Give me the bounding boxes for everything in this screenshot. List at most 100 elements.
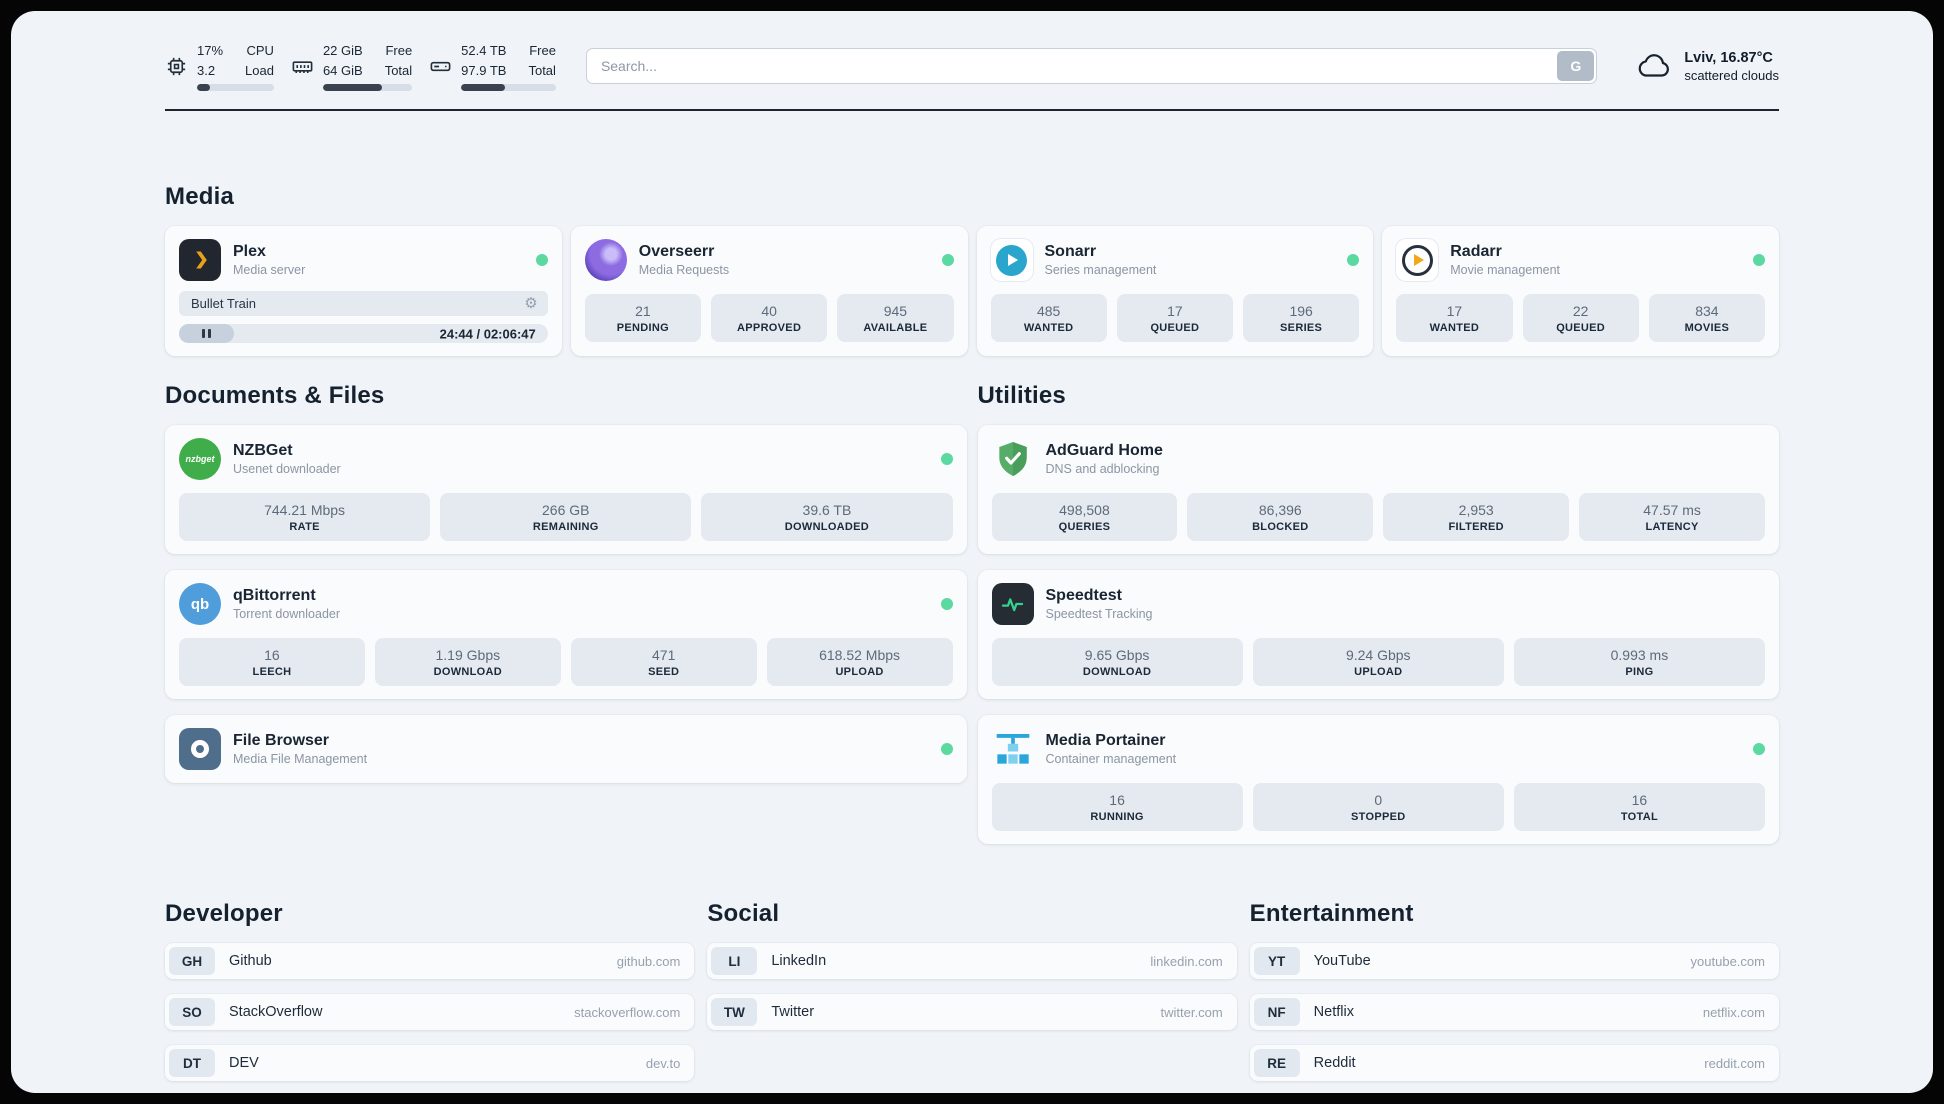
stat-value: 945 xyxy=(883,303,908,319)
speedtest-card[interactable]: Speedtest Speedtest Tracking 9.65 Gbps D… xyxy=(977,570,1779,699)
link-url: stackoverflow.com xyxy=(574,1004,681,1020)
link-name: LinkedIn xyxy=(771,953,827,969)
settings-gear-icon[interactable]: ⚙ xyxy=(524,295,538,312)
hard-drive-icon xyxy=(429,55,452,78)
stat-value: 17 xyxy=(1446,303,1463,319)
stat-available: 945 AVAILABLE xyxy=(837,294,954,342)
app-subtitle: Media Requests xyxy=(638,263,730,277)
section-entertainment: Entertainment YT YouTube youtube.com NF … xyxy=(1249,900,1779,1093)
app-subtitle: Media server xyxy=(233,263,306,277)
filebrowser-icon xyxy=(179,728,221,770)
search-input[interactable] xyxy=(585,48,1598,84)
disk-total-value: 97.9 TB xyxy=(461,62,507,78)
link-row-github[interactable]: GH Github github.com xyxy=(165,943,695,979)
cloud-icon xyxy=(1635,51,1673,81)
stat-blocked: 86,396 BLOCKED xyxy=(1187,493,1374,541)
status-online-dot xyxy=(940,453,953,465)
section-title-developer: Developer xyxy=(165,900,283,927)
stat-label: TOTAL xyxy=(1620,811,1658,823)
stat-upload: 9.24 Gbps UPLOAD xyxy=(1252,638,1504,686)
ram-free-value: 22 GiB xyxy=(322,43,363,58)
playback-progress[interactable]: 24:44 / 02:06:47 xyxy=(179,324,548,343)
sonarr-card[interactable]: Sonarr Series management 485 WANTED 17 Q… xyxy=(976,226,1374,356)
stat-value: 196 xyxy=(1289,303,1313,319)
stat-value: 471 xyxy=(652,647,676,663)
stat-label: SERIES xyxy=(1280,322,1323,334)
app-name: AdGuard Home xyxy=(1045,442,1163,459)
stat-label: DOWNLOADED xyxy=(784,521,870,533)
stat-label: LEECH xyxy=(252,666,292,678)
status-online-dot xyxy=(1347,254,1360,266)
section-title-documents: Documents & Files xyxy=(165,382,385,409)
link-row-linkedin[interactable]: LI LinkedIn linkedin.com xyxy=(707,943,1237,979)
stat-label: UPLOAD xyxy=(835,666,884,678)
disk-free-label: Free xyxy=(529,43,556,58)
stat-ping: 0.993 ms PING xyxy=(1513,638,1766,686)
link-row-reddit[interactable]: RE Reddit reddit.com xyxy=(1249,1045,1779,1081)
stat-label: UPLOAD xyxy=(1354,666,1403,678)
stat-label: PENDING xyxy=(616,322,669,334)
cpu-load-label: Load xyxy=(245,62,274,78)
search-bar: G xyxy=(585,48,1598,84)
section-social: Social LI LinkedIn linkedin.com TW Twitt… xyxy=(707,900,1237,1045)
stat-value: 0 xyxy=(1374,792,1383,808)
ram-widget: 22 GiB Free 64 GiB Total xyxy=(291,41,413,91)
radarr-card[interactable]: Radarr Movie management 17 WANTED 22 QUE… xyxy=(1382,226,1779,356)
disk-total-label: Total xyxy=(528,62,556,78)
stat-leech: 16 LEECH xyxy=(179,638,365,686)
stat-label: STOPPED xyxy=(1351,811,1406,823)
stat-label: QUEUED xyxy=(1150,322,1200,334)
stat-value: 9.65 Gbps xyxy=(1084,647,1150,663)
app-subtitle: Usenet downloader xyxy=(233,462,341,476)
stat-label: PING xyxy=(1625,666,1654,678)
link-row-youtube[interactable]: YT YouTube youtube.com xyxy=(1249,943,1779,979)
link-badge: NF xyxy=(1253,998,1300,1026)
filebrowser-card[interactable]: File Browser Media File Management xyxy=(165,715,967,783)
ram-free-label: Free xyxy=(385,43,413,58)
plex-card[interactable]: Plex Media server Bullet Train ⚙ 24:44 /… xyxy=(165,226,562,356)
link-row-stackoverflow[interactable]: SO StackOverflow stackoverflow.com xyxy=(165,994,695,1030)
overseerr-card[interactable]: Overseerr Media Requests 21 PENDING 40 A… xyxy=(570,226,968,356)
cpu-percent-value: 17% xyxy=(197,43,224,58)
stat-queued: 22 QUEUED xyxy=(1522,294,1639,342)
ram-total-value: 64 GiB xyxy=(322,62,363,78)
app-name: File Browser xyxy=(233,732,330,749)
stat-series: 196 SERIES xyxy=(1243,294,1360,342)
link-url: linkedin.com xyxy=(1150,953,1223,969)
app-subtitle: Series management xyxy=(1044,263,1157,277)
stat-label: WANTED xyxy=(1429,322,1480,334)
stat-value: 21 xyxy=(635,303,651,319)
stat-stopped: 0 STOPPED xyxy=(1252,783,1504,831)
app-subtitle: Torrent downloader xyxy=(233,607,341,621)
stat-value: 47.57 ms xyxy=(1643,502,1701,518)
portainer-card[interactable]: Media Portainer Container management 16 … xyxy=(977,715,1779,844)
app-name: Speedtest xyxy=(1045,587,1122,604)
section-utilities: Utilities AdGuard Home xyxy=(977,382,1779,844)
stat-label: WANTED xyxy=(1023,322,1074,334)
stat-label: QUERIES xyxy=(1058,521,1111,533)
link-url: netflix.com xyxy=(1702,1004,1765,1020)
link-row-dev[interactable]: DT DEV dev.to xyxy=(165,1045,695,1081)
link-row-twitter[interactable]: TW Twitter twitter.com xyxy=(707,994,1237,1030)
link-row-netflix[interactable]: NF Netflix netflix.com xyxy=(1249,994,1779,1030)
section-title-social: Social xyxy=(707,900,780,927)
playback-time: 24:44 / 02:06:47 xyxy=(439,326,536,341)
stat-downloaded: 39.6 TB DOWNLOADED xyxy=(701,493,953,541)
stat-value: 618.52 Mbps xyxy=(819,647,901,663)
app-subtitle: Container management xyxy=(1045,752,1177,766)
link-badge: YT xyxy=(1253,947,1300,975)
pause-icon[interactable] xyxy=(202,329,212,338)
stat-label: SEED xyxy=(648,666,680,678)
adguard-card[interactable]: AdGuard Home DNS and adblocking 498,508 … xyxy=(977,425,1779,554)
stat-label: QUEUED xyxy=(1556,322,1606,334)
header-divider xyxy=(165,109,1779,111)
cpu-load-value: 3.2 xyxy=(197,62,216,78)
stat-filtered: 2,953 FILTERED xyxy=(1383,493,1570,541)
top-bar: 17% CPU 3.2 Load xyxy=(165,41,1779,91)
qbittorrent-card[interactable]: qb qBittorrent Torrent downloader 16 LEE… xyxy=(165,570,967,699)
now-playing-title: Bullet Train xyxy=(191,296,257,311)
search-engine-button[interactable]: G xyxy=(1557,51,1595,81)
cpu-chip-icon xyxy=(165,55,188,78)
nzbget-card[interactable]: nzbget NZBGet Usenet downloader 744.21 M… xyxy=(165,425,967,554)
app-subtitle: DNS and adblocking xyxy=(1045,462,1160,476)
